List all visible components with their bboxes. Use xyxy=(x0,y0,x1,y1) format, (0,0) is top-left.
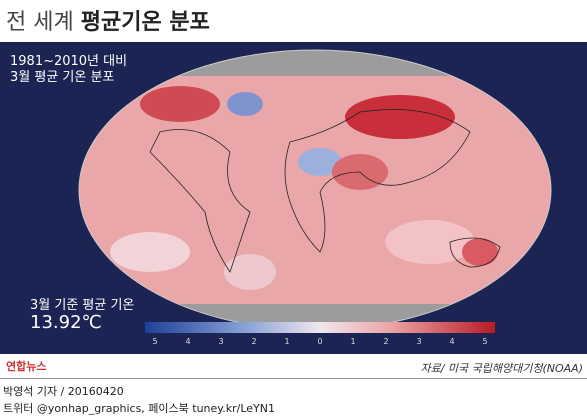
legend-label: 1 xyxy=(284,337,289,346)
legend-label: 5 xyxy=(152,337,157,346)
legend-label: 5 xyxy=(482,337,487,346)
legend-label: 1 xyxy=(350,337,355,346)
legend-label: 3 xyxy=(416,337,421,346)
source: 자료/ 미국 국립해양대기청(NOAA) xyxy=(420,362,583,375)
logo: 연합뉴스 xyxy=(6,360,47,373)
byline: 박영석 기자 / 20160420 xyxy=(3,385,124,398)
baseline-label: 3월 기준 평균 기온 xyxy=(30,298,135,313)
divider xyxy=(0,378,587,379)
legend-label: 4 xyxy=(449,337,454,346)
legend-label: 2 xyxy=(251,337,256,346)
subtitle-1: 1981~2010년 대비 xyxy=(10,54,128,69)
legend-label: 0 xyxy=(317,337,322,346)
baseline-value: 13.92℃ xyxy=(30,312,102,333)
subtitle-2: 3월 평균 기온 분포 xyxy=(10,70,115,85)
social: 트위터 @yonhap_graphics, 페이스북 tuney.kr/LeYN… xyxy=(3,402,275,415)
title: 전 세계 평균기온 분포 xyxy=(6,4,210,36)
title-bold: 평균기온 분포 xyxy=(80,10,210,35)
color-bar xyxy=(145,322,495,333)
legend-label: 2 xyxy=(383,337,388,346)
title-light: 전 세계 xyxy=(6,10,74,35)
legend-label: 4 xyxy=(185,337,190,346)
legend-label: 3 xyxy=(218,337,223,346)
map-panel: 5 4 3 2 1 0 1 2 3 4 5 xyxy=(0,42,587,354)
